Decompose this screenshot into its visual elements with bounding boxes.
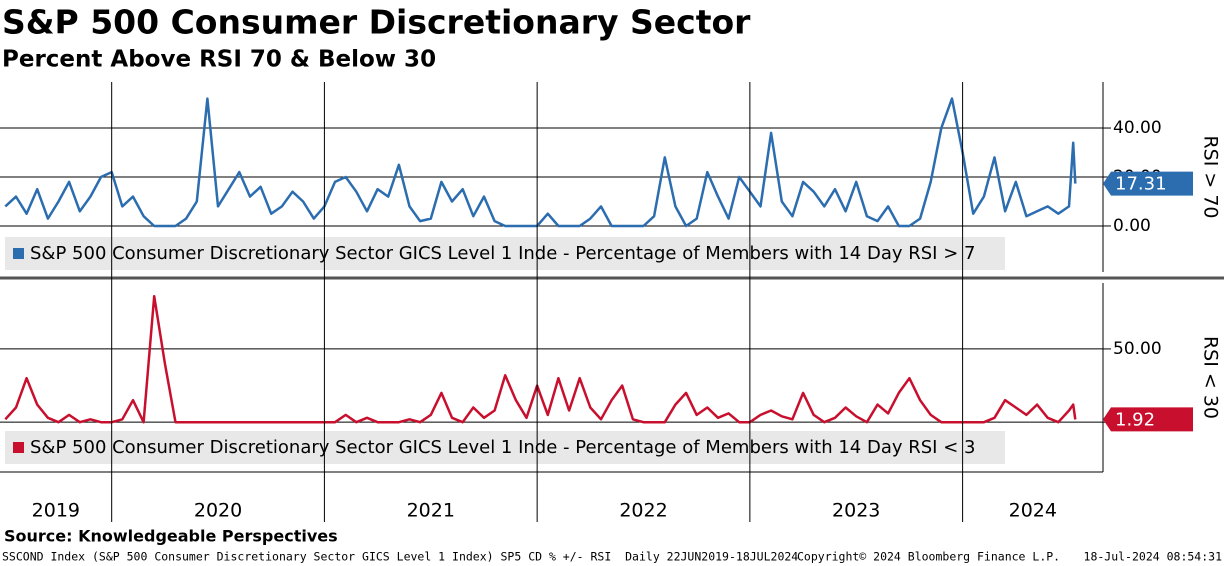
- y-axis-title: RSI < 30: [1200, 336, 1222, 419]
- footer-copyright: Copyright© 2024 Bloomberg Finance L.P.: [797, 550, 1060, 564]
- legend-label: S&P 500 Consumer Discretionary Sector GI…: [30, 437, 975, 458]
- line-series: [4, 294, 1077, 424]
- source: Source: Knowledgeable Perspectives: [4, 527, 338, 546]
- footer-description: SSCOND Index (S&P 500 Consumer Discretio…: [2, 550, 798, 564]
- legend-box: [5, 237, 1005, 270]
- x-tick-label: 2024: [1009, 500, 1057, 522]
- y-tick-label: 40.00: [1113, 118, 1162, 138]
- legend-label: S&P 500 Consumer Discretionary Sector GI…: [30, 243, 975, 264]
- last-value-label: 1.92: [1115, 409, 1155, 430]
- y-tick-label: 50.00: [1113, 339, 1162, 359]
- chart-title: S&P 500 Consumer Discretionary Sector: [2, 3, 751, 42]
- x-tick-label: 2019: [32, 500, 80, 522]
- last-value-label: 17.31: [1115, 174, 1167, 195]
- legend-box: [5, 431, 1005, 464]
- legend-swatch: [13, 248, 24, 259]
- y-axis-title: RSI > 70: [1200, 135, 1222, 218]
- x-tick-label: 2020: [194, 500, 242, 522]
- chart-subtitle: Percent Above RSI 70 & Below 30: [2, 47, 436, 73]
- line-series: [4, 97, 1077, 228]
- y-tick-label: 0.00: [1113, 216, 1151, 236]
- last-value-marker: [1103, 407, 1193, 432]
- x-tick-label: 2023: [832, 500, 880, 522]
- last-value-marker: [1103, 171, 1193, 196]
- x-tick-label: 2022: [619, 500, 667, 522]
- legend-swatch: [13, 442, 24, 453]
- x-tick-label: 2021: [407, 500, 455, 522]
- footer-timestamp: 18-Jul-2024 08:54:31: [1084, 550, 1223, 564]
